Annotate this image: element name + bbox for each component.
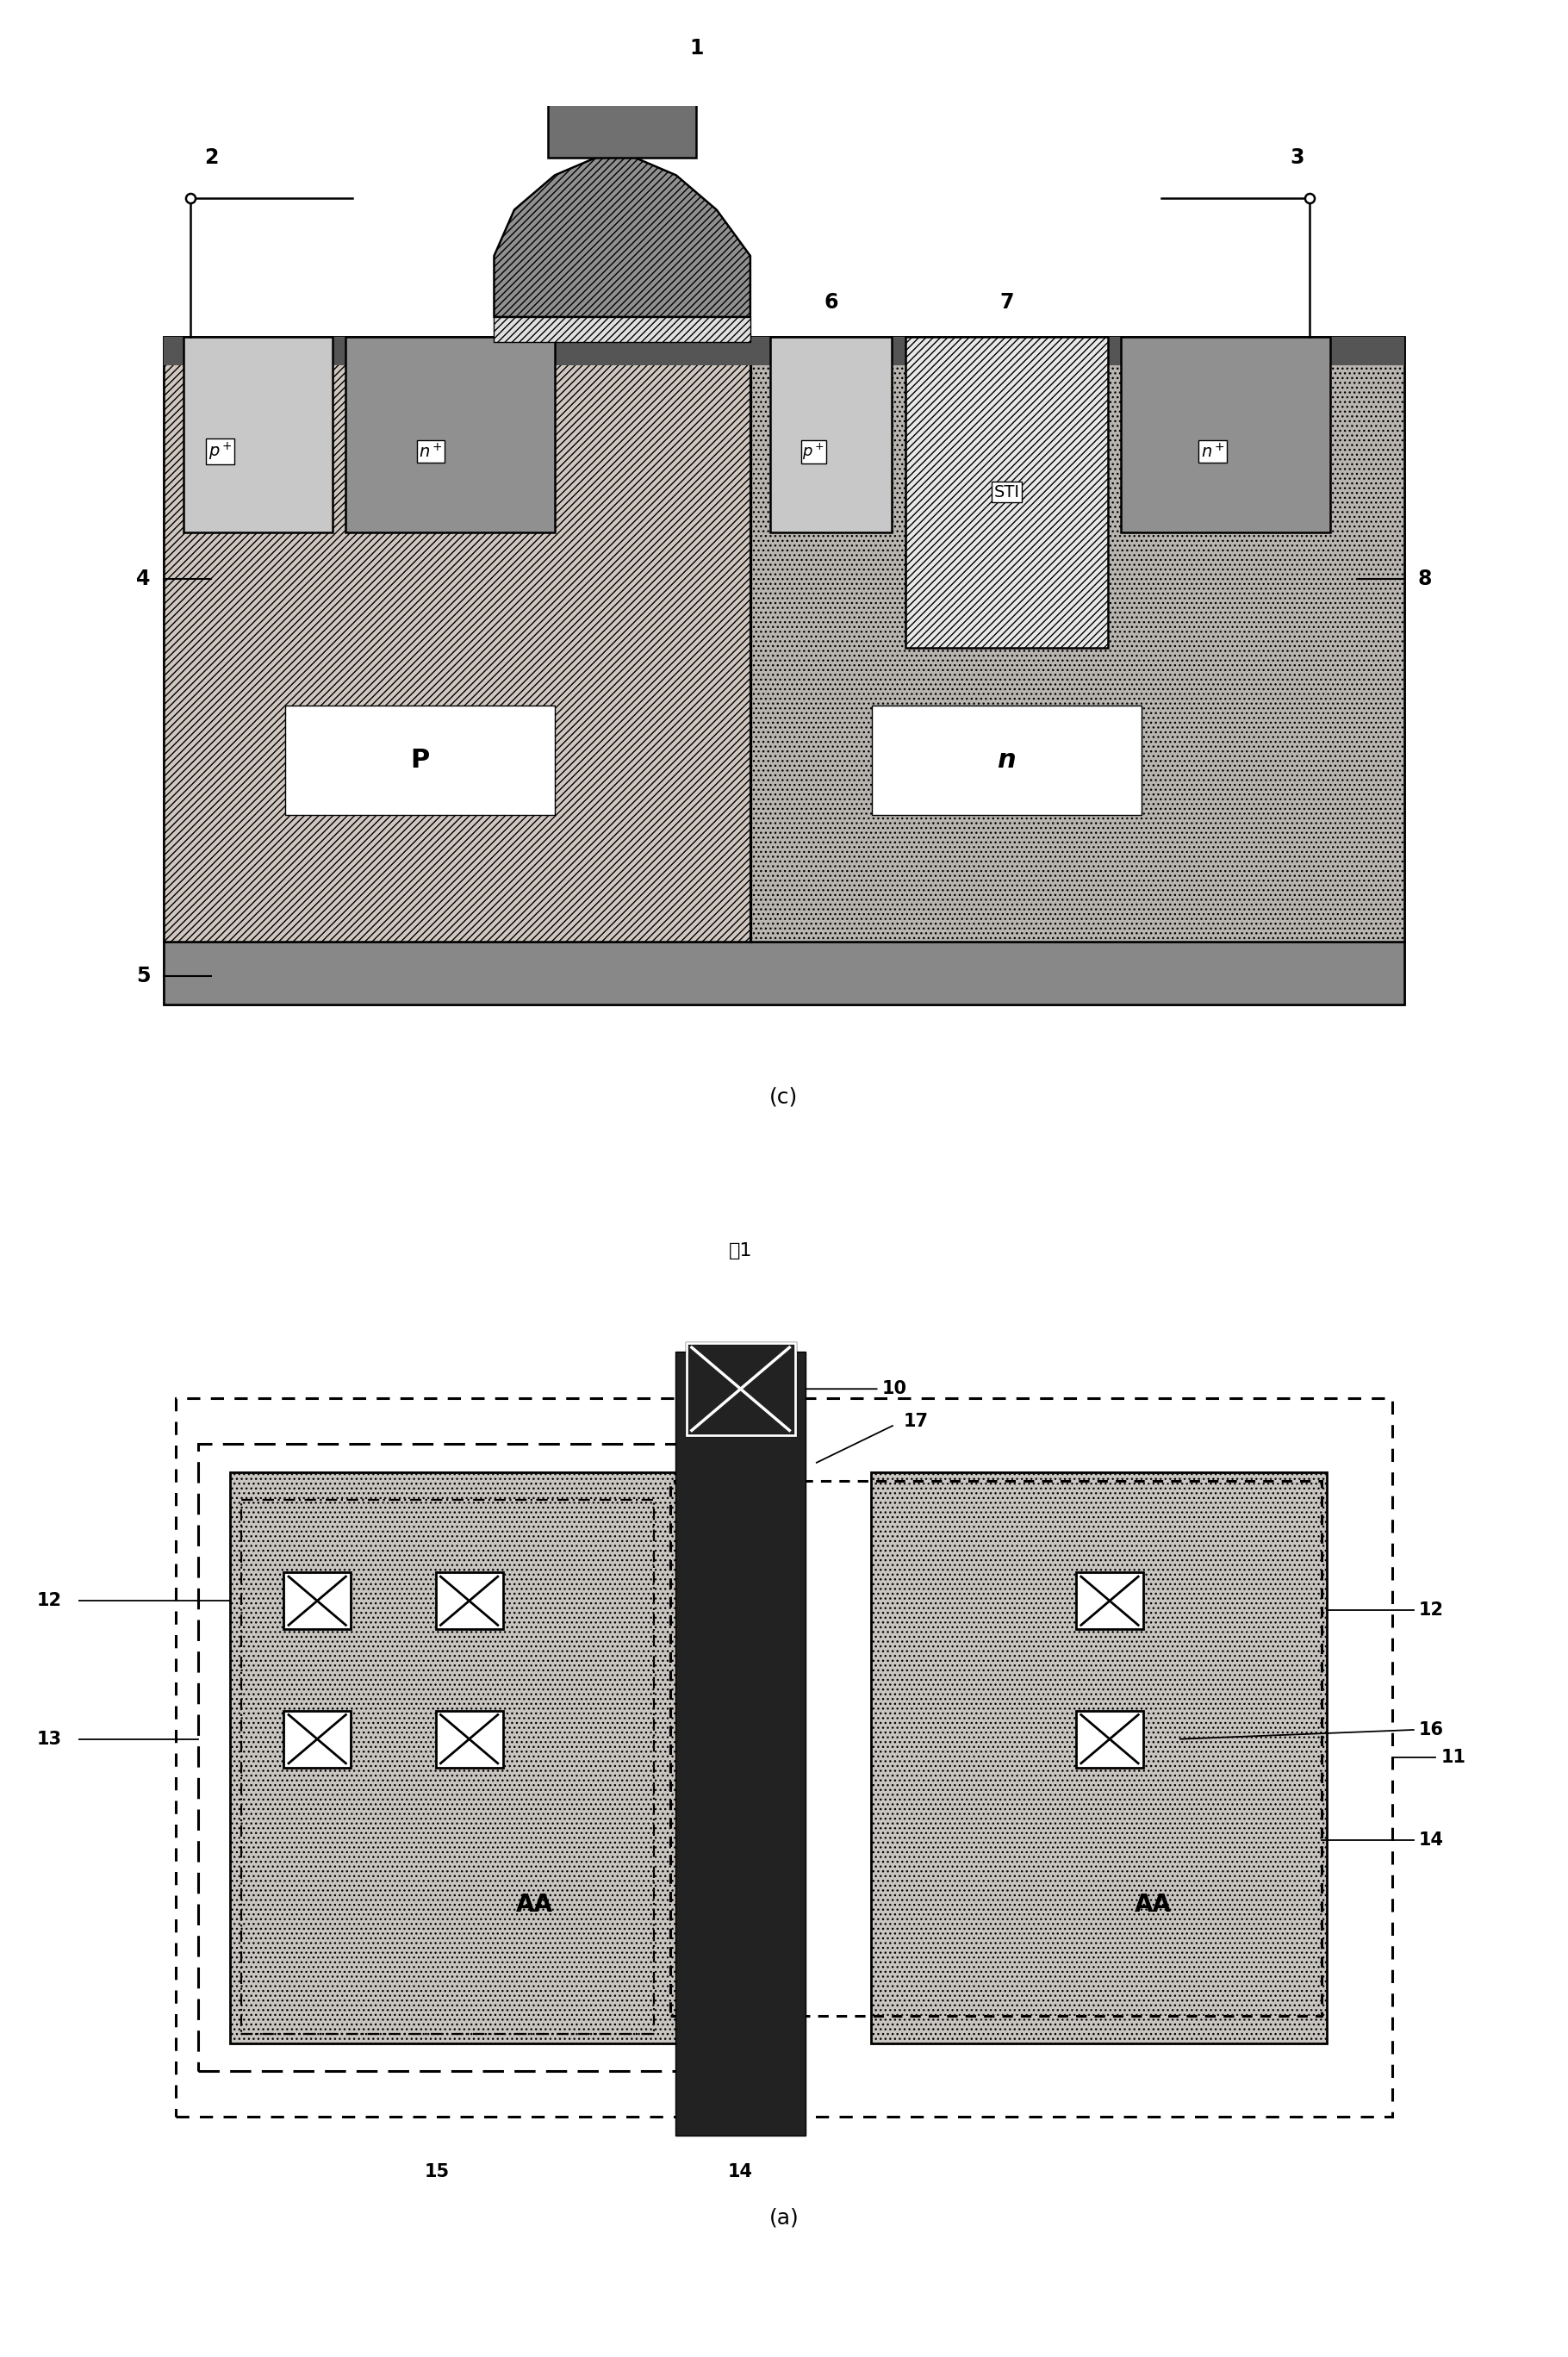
Text: 5: 5 (136, 966, 151, 985)
Text: 16: 16 (1419, 1721, 1444, 1739)
Bar (1076, 1711, 1143, 1768)
Text: 3: 3 (1289, 148, 1305, 167)
Text: 13: 13 (38, 1730, 63, 1747)
Bar (241, 1499, 654, 2034)
Bar (230, 1471, 698, 2044)
Text: (c): (c) (770, 1087, 798, 1108)
Text: 2: 2 (204, 148, 218, 167)
Text: 11: 11 (1441, 1749, 1466, 1765)
Text: (a): (a) (768, 2209, 800, 2227)
Text: $n^+$: $n^+$ (419, 443, 442, 462)
Text: STI: STI (994, 483, 1019, 500)
Bar (163, 337, 750, 940)
Text: 14: 14 (1419, 1831, 1444, 1848)
FancyBboxPatch shape (285, 705, 555, 816)
Text: 图1: 图1 (729, 1242, 753, 1259)
Bar (676, 1353, 806, 2135)
Text: 1: 1 (690, 38, 704, 59)
Bar (687, 1343, 795, 1435)
Text: $p^+$: $p^+$ (209, 441, 232, 462)
Bar (750, 337, 1405, 940)
Text: 12: 12 (1419, 1600, 1444, 1619)
Bar (198, 1445, 698, 2072)
Bar (284, 1711, 351, 1768)
Text: 10: 10 (797, 1381, 906, 1398)
Text: 7: 7 (999, 292, 1013, 311)
Bar (176, 1398, 1392, 2117)
Text: $n^+$: $n^+$ (1201, 443, 1225, 462)
FancyBboxPatch shape (872, 705, 1142, 816)
Bar (183, 337, 332, 533)
Polygon shape (494, 153, 750, 316)
Text: P: P (411, 747, 430, 773)
Text: 12: 12 (38, 1593, 63, 1610)
Bar (163, 940, 1405, 1004)
Bar (670, 1480, 1322, 2015)
Text: 17: 17 (903, 1412, 928, 1431)
Bar (163, 337, 1405, 365)
Text: 15: 15 (423, 2164, 448, 2180)
Text: 6: 6 (825, 292, 839, 311)
Bar (436, 1711, 503, 1768)
Text: 14: 14 (728, 2164, 753, 2180)
Bar (1121, 337, 1330, 533)
Text: AA: AA (1135, 1893, 1171, 1916)
Text: 4: 4 (136, 568, 151, 589)
Text: AA: AA (516, 1893, 554, 1916)
Bar (163, 337, 1405, 1004)
Bar (284, 1572, 351, 1629)
Bar (905, 337, 1107, 648)
Text: n: n (997, 747, 1016, 773)
Bar (870, 1471, 1327, 2044)
Bar (1076, 1572, 1143, 1629)
Text: 8: 8 (1417, 568, 1432, 589)
Bar (687, 1343, 795, 1435)
Bar (345, 337, 555, 533)
Bar (494, 316, 750, 342)
Bar (549, 101, 696, 158)
Bar (436, 1572, 503, 1629)
Text: $p^+$: $p^+$ (803, 441, 825, 462)
Bar (770, 337, 892, 533)
